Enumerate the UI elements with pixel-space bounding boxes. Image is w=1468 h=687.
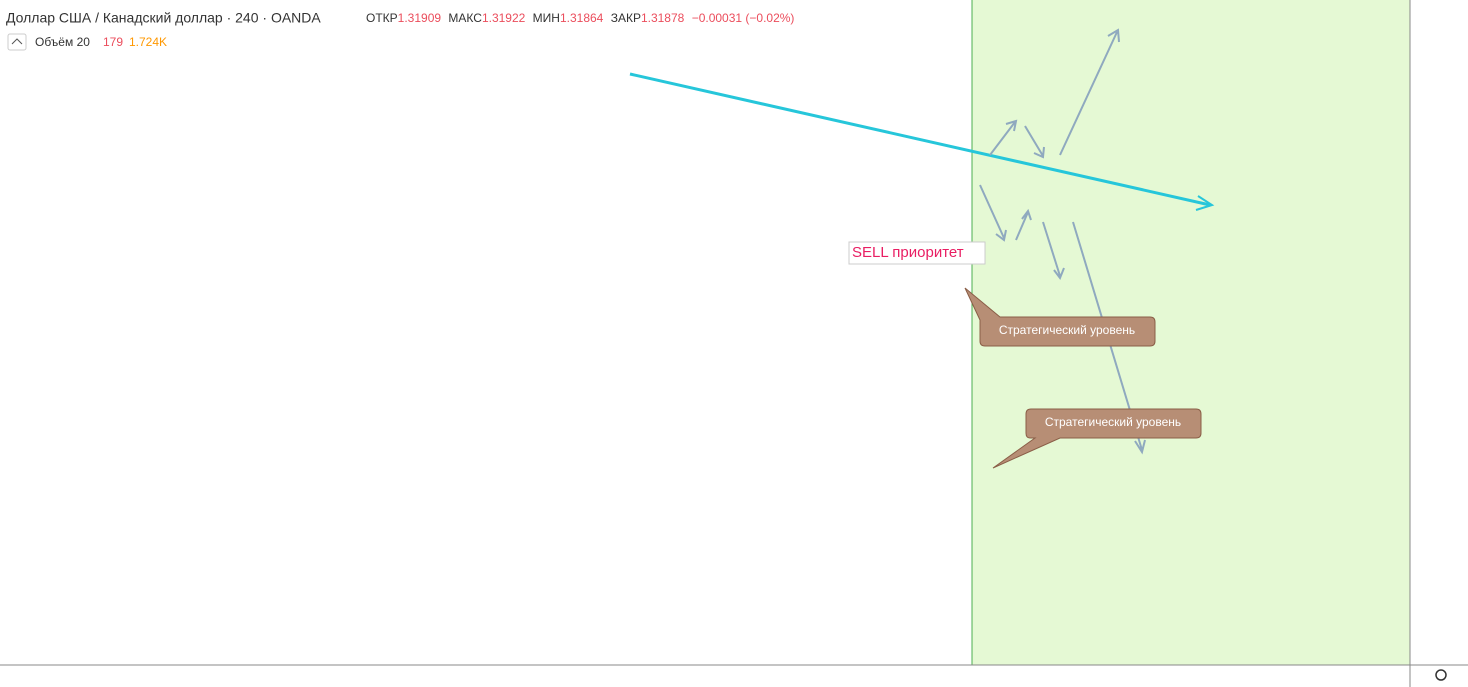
- volume-last: 179: [103, 35, 123, 49]
- note-text: SELL приоритет: [852, 244, 964, 261]
- ohlc-value: 1.31864: [560, 11, 604, 25]
- ohlc-value: 1.31922: [482, 11, 526, 25]
- chevron: [11, 38, 23, 45]
- trend-line: [629, 72, 1211, 207]
- ohlc-label: МИН: [533, 11, 560, 25]
- ohlc-label: ОТКР: [366, 11, 398, 25]
- collapse-button[interactable]: [7, 33, 27, 51]
- symbol: Доллар США / Канадский доллар · 240 · OA…: [6, 10, 321, 26]
- ohlc-value: 1.31878: [641, 11, 685, 25]
- callout-text: Стратегический уровень: [999, 323, 1135, 337]
- volume-label: Объём 20: [35, 35, 90, 49]
- change: −0.00031 (−0.02%): [692, 11, 795, 25]
- header: Доллар США / Канадский доллар · 240 · OA…: [6, 10, 794, 51]
- callout-box: [992, 408, 1202, 469]
- sell-note: SELL приоритет: [848, 241, 986, 265]
- level-callout: Стратегический уровень: [992, 408, 1202, 469]
- ohlc-label: МАКС: [448, 11, 482, 25]
- price-axis: [1410, 0, 1468, 687]
- level-callout: Стратегический уровень: [964, 287, 1156, 347]
- arrow-head: [1195, 195, 1215, 211]
- settings-icon[interactable]: [1435, 669, 1447, 681]
- ohlc-value: 1.31909: [398, 11, 442, 25]
- ohlc-label: ЗАКР: [611, 11, 641, 25]
- callout-box: [964, 287, 1156, 347]
- ohlc: ОТКР1.31909 МАКС1.31922 МИН1.31864 ЗАКР1…: [366, 11, 794, 25]
- callout-text: Стратегический уровень: [1045, 415, 1181, 429]
- forecast-arrows: [979, 28, 1146, 455]
- volume-ma: 1.724K: [129, 35, 167, 49]
- note-box: [848, 241, 986, 265]
